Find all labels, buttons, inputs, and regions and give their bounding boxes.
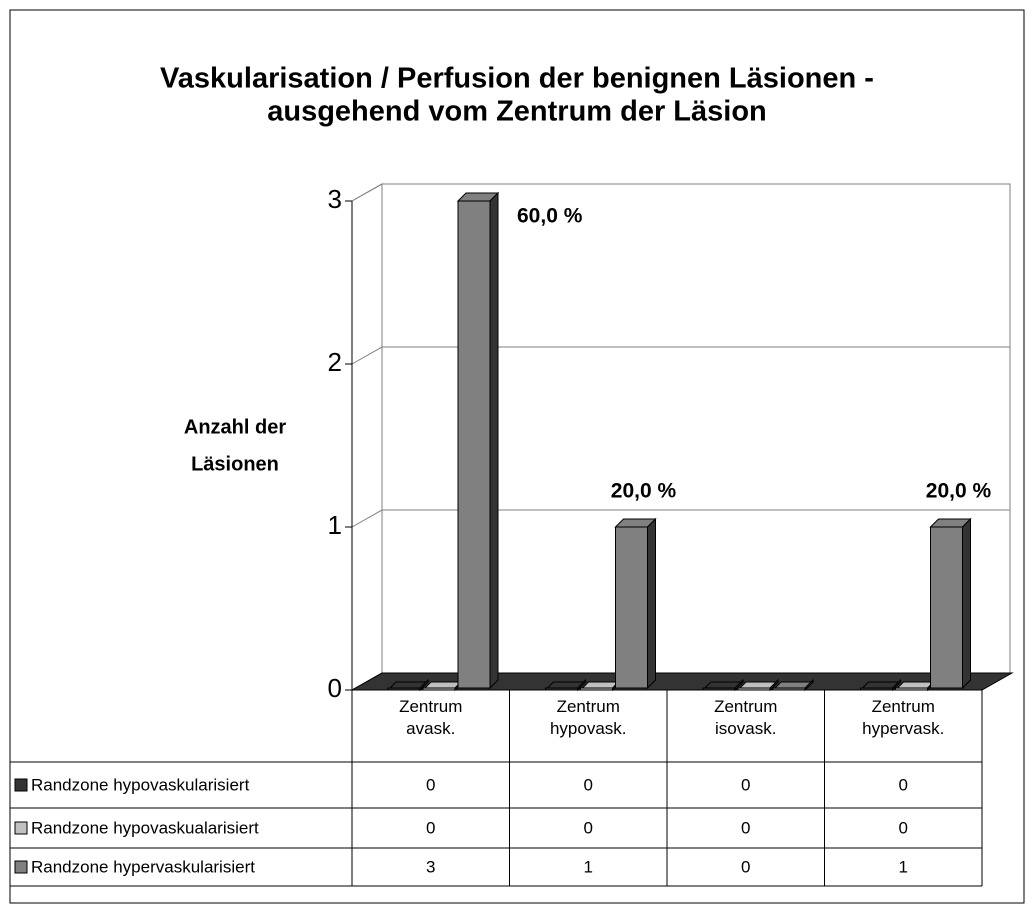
bar <box>736 678 780 692</box>
table-value: 1 <box>899 857 908 876</box>
table-value: 3 <box>426 857 435 876</box>
y-tick-label: 1 <box>328 510 342 540</box>
legend-label: Randzone hypovaskularisiert <box>31 775 250 794</box>
bar <box>614 517 657 690</box>
bar-front <box>580 687 613 691</box>
legend-swatch <box>14 860 28 874</box>
table-value: 0 <box>899 775 908 794</box>
bar-front <box>387 687 421 691</box>
bar-front <box>930 526 963 689</box>
x-tick-cell: Zentrum hypervask. <box>862 697 945 738</box>
x-tick-cell: Zentrum isovask. <box>714 697 778 738</box>
bar-front <box>772 687 806 691</box>
bar <box>386 678 430 692</box>
legend-swatch <box>14 778 28 792</box>
chart-title: Vaskularisation / Perfusion der benignen… <box>160 63 874 95</box>
bar-front <box>615 526 648 689</box>
bar-front <box>702 687 736 691</box>
legend-label: Randzone hypovaskualarisiert <box>31 818 259 837</box>
data-label: 20,0 % <box>926 480 992 503</box>
legend-label: Randzone hypervaskularisiert <box>31 857 255 876</box>
grid-line <box>351 183 1010 202</box>
table-value: 0 <box>899 818 908 837</box>
x-tick-label: Zentrum avask. <box>399 697 463 738</box>
x-tick-label: Zentrum hypovask. <box>549 697 627 738</box>
bar <box>701 678 745 692</box>
y-axis-label: Läsionen <box>191 453 279 475</box>
bar-front <box>860 687 893 691</box>
table-value: 1 <box>584 857 593 876</box>
bar <box>859 678 902 692</box>
floor <box>350 672 1014 691</box>
bar-front <box>895 687 928 691</box>
bar-front <box>545 687 578 691</box>
bar-side <box>489 191 499 690</box>
y-tick-label: 3 <box>328 184 342 214</box>
bar-front <box>737 687 771 691</box>
legend-swatch <box>14 821 28 835</box>
y-axis-label: Anzahl der <box>184 416 286 438</box>
bar-side <box>647 517 656 690</box>
table-value: 0 <box>426 818 435 837</box>
x-tick-cell: Zentrum hypovask. <box>549 697 627 738</box>
chart-title: ausgehend vom Zentrum der Läsion <box>267 96 767 128</box>
x-tick-label: Zentrum isovask. <box>714 697 778 738</box>
side-wall <box>351 183 383 691</box>
bar-front <box>422 687 456 691</box>
table-value: 0 <box>584 775 593 794</box>
bar <box>929 517 972 690</box>
table-value: 0 <box>741 775 750 794</box>
bar-front <box>457 200 491 689</box>
bar <box>771 678 815 692</box>
x-tick-cell: Zentrum avask. <box>399 697 463 738</box>
table-value: 0 <box>426 775 435 794</box>
x-tick-label: Zentrum hypervask. <box>862 697 945 738</box>
table-value: 0 <box>584 818 593 837</box>
bar <box>456 191 500 690</box>
table-value: 0 <box>741 857 750 876</box>
bar <box>544 678 587 692</box>
y-tick-label: 2 <box>328 347 342 377</box>
grid-line <box>351 346 1010 365</box>
data-label: 20,0 % <box>611 480 677 503</box>
y-tick-label: 0 <box>328 673 342 703</box>
bar-side <box>962 517 971 690</box>
table-value: 0 <box>741 818 750 837</box>
data-label: 60,0 % <box>517 205 583 228</box>
grid-line <box>351 509 1010 528</box>
